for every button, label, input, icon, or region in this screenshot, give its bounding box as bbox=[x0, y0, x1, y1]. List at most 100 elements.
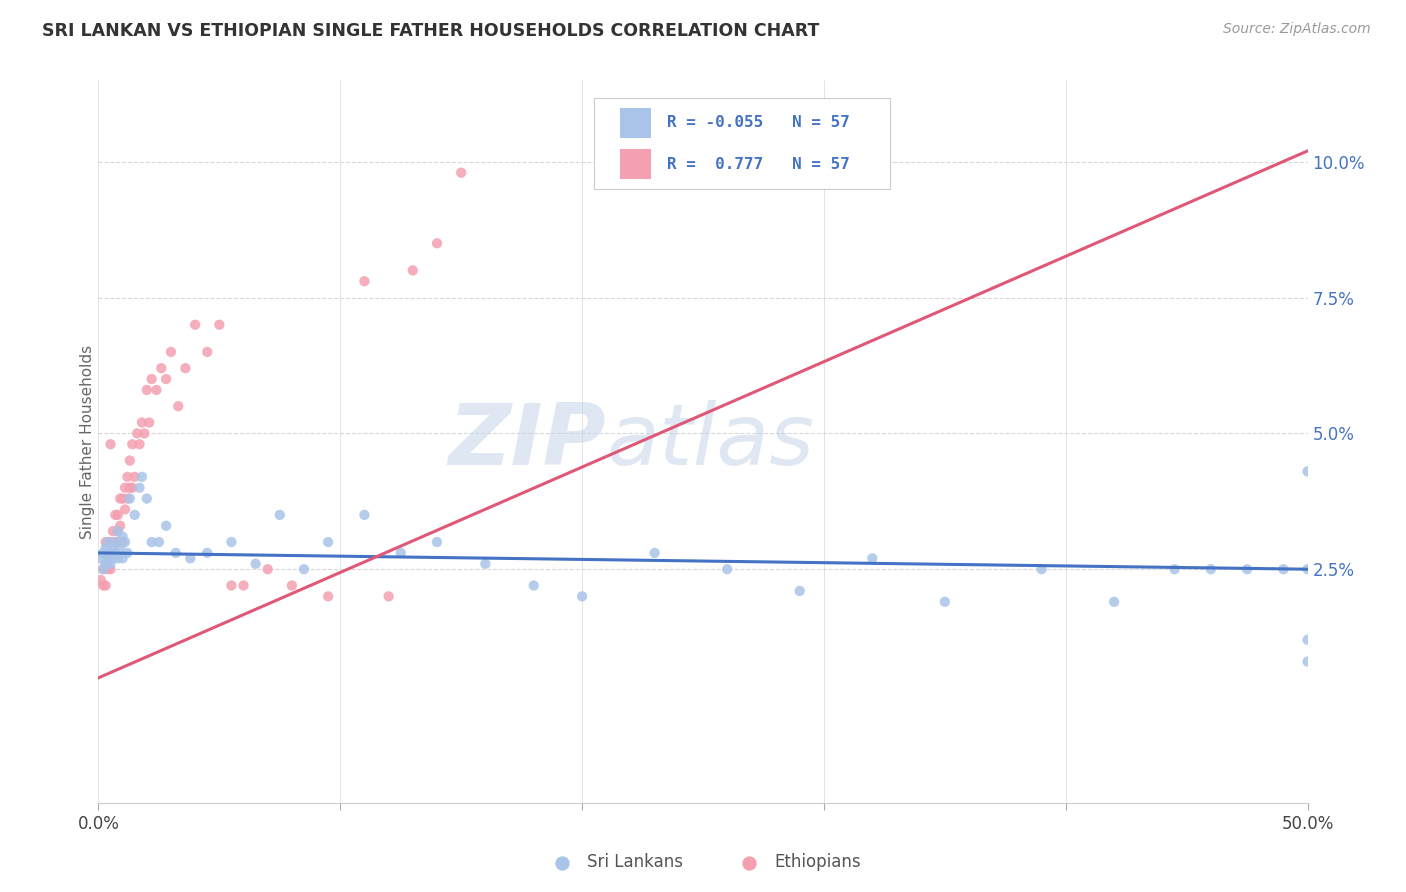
Point bbox=[111, 530, 134, 544]
Point bbox=[104, 546, 127, 560]
Point bbox=[104, 508, 127, 522]
Point bbox=[101, 524, 124, 538]
Text: atlas: atlas bbox=[606, 400, 814, 483]
Point bbox=[104, 535, 127, 549]
Point bbox=[716, 562, 738, 576]
Text: SRI LANKAN VS ETHIOPIAN SINGLE FATHER HOUSEHOLDS CORRELATION CHART: SRI LANKAN VS ETHIOPIAN SINGLE FATHER HO… bbox=[42, 22, 820, 40]
Point bbox=[155, 518, 177, 533]
Point bbox=[117, 491, 139, 506]
Point bbox=[256, 562, 278, 576]
Text: R = -0.055   N = 57: R = -0.055 N = 57 bbox=[666, 115, 849, 130]
Point bbox=[97, 551, 120, 566]
Point bbox=[316, 590, 339, 604]
Point bbox=[94, 578, 117, 592]
Point bbox=[232, 578, 254, 592]
Point bbox=[121, 437, 143, 451]
Point bbox=[167, 399, 190, 413]
Point bbox=[91, 578, 114, 592]
Point bbox=[450, 166, 472, 180]
Point bbox=[148, 535, 170, 549]
Point bbox=[141, 535, 163, 549]
Legend: Sri Lankans, Ethiopians: Sri Lankans, Ethiopians bbox=[538, 847, 868, 878]
Point bbox=[117, 470, 139, 484]
Point bbox=[94, 535, 117, 549]
Point bbox=[108, 518, 131, 533]
Point bbox=[934, 595, 956, 609]
Point bbox=[245, 557, 267, 571]
Point bbox=[141, 372, 163, 386]
Point bbox=[1296, 562, 1319, 576]
Point bbox=[100, 535, 122, 549]
Point bbox=[160, 345, 183, 359]
Point bbox=[134, 426, 156, 441]
Point bbox=[108, 491, 131, 506]
FancyBboxPatch shape bbox=[620, 149, 651, 179]
Point bbox=[107, 551, 129, 566]
Point bbox=[114, 481, 136, 495]
Point bbox=[131, 470, 153, 484]
Point bbox=[426, 236, 449, 251]
Point bbox=[644, 546, 666, 560]
Point bbox=[150, 361, 173, 376]
Point bbox=[101, 551, 124, 566]
Point bbox=[474, 557, 496, 571]
Point bbox=[221, 535, 243, 549]
Point bbox=[377, 590, 399, 604]
Point bbox=[97, 546, 120, 560]
Point bbox=[789, 583, 811, 598]
Point bbox=[111, 491, 134, 506]
Point bbox=[208, 318, 231, 332]
Point bbox=[1163, 562, 1185, 576]
FancyBboxPatch shape bbox=[595, 98, 890, 189]
Point bbox=[118, 453, 141, 467]
Point bbox=[135, 491, 157, 506]
Point bbox=[1272, 562, 1295, 576]
Point bbox=[107, 524, 129, 538]
Point bbox=[118, 481, 141, 495]
Point bbox=[145, 383, 167, 397]
Point bbox=[128, 437, 150, 451]
FancyBboxPatch shape bbox=[620, 108, 651, 138]
Point bbox=[124, 470, 146, 484]
Point bbox=[165, 546, 187, 560]
Point bbox=[107, 508, 129, 522]
Point bbox=[101, 546, 124, 560]
Point bbox=[94, 557, 117, 571]
Point bbox=[100, 562, 122, 576]
Point bbox=[523, 578, 546, 592]
Point bbox=[195, 345, 218, 359]
Point bbox=[90, 573, 112, 587]
Point bbox=[174, 361, 197, 376]
Point bbox=[389, 546, 412, 560]
Point bbox=[1031, 562, 1053, 576]
Point bbox=[184, 318, 207, 332]
Point bbox=[1236, 562, 1258, 576]
Point bbox=[127, 426, 149, 441]
Point bbox=[860, 551, 883, 566]
Point bbox=[353, 274, 375, 288]
Point bbox=[94, 541, 117, 555]
Point bbox=[100, 557, 122, 571]
Y-axis label: Single Father Households: Single Father Households bbox=[80, 344, 94, 539]
Point bbox=[353, 508, 375, 522]
Point bbox=[426, 535, 449, 549]
Point bbox=[269, 508, 291, 522]
Point bbox=[195, 546, 218, 560]
Point bbox=[128, 481, 150, 495]
Point bbox=[91, 562, 114, 576]
Point bbox=[1296, 464, 1319, 478]
Point bbox=[1199, 562, 1222, 576]
Point bbox=[91, 562, 114, 576]
Point bbox=[135, 383, 157, 397]
Point bbox=[1296, 632, 1319, 647]
Point bbox=[94, 557, 117, 571]
Point bbox=[292, 562, 315, 576]
Point bbox=[402, 263, 425, 277]
Point bbox=[131, 416, 153, 430]
Point bbox=[108, 541, 131, 555]
Point bbox=[104, 535, 127, 549]
Point bbox=[111, 535, 134, 549]
Point bbox=[316, 535, 339, 549]
Point bbox=[91, 546, 114, 560]
Text: Source: ZipAtlas.com: Source: ZipAtlas.com bbox=[1223, 22, 1371, 37]
